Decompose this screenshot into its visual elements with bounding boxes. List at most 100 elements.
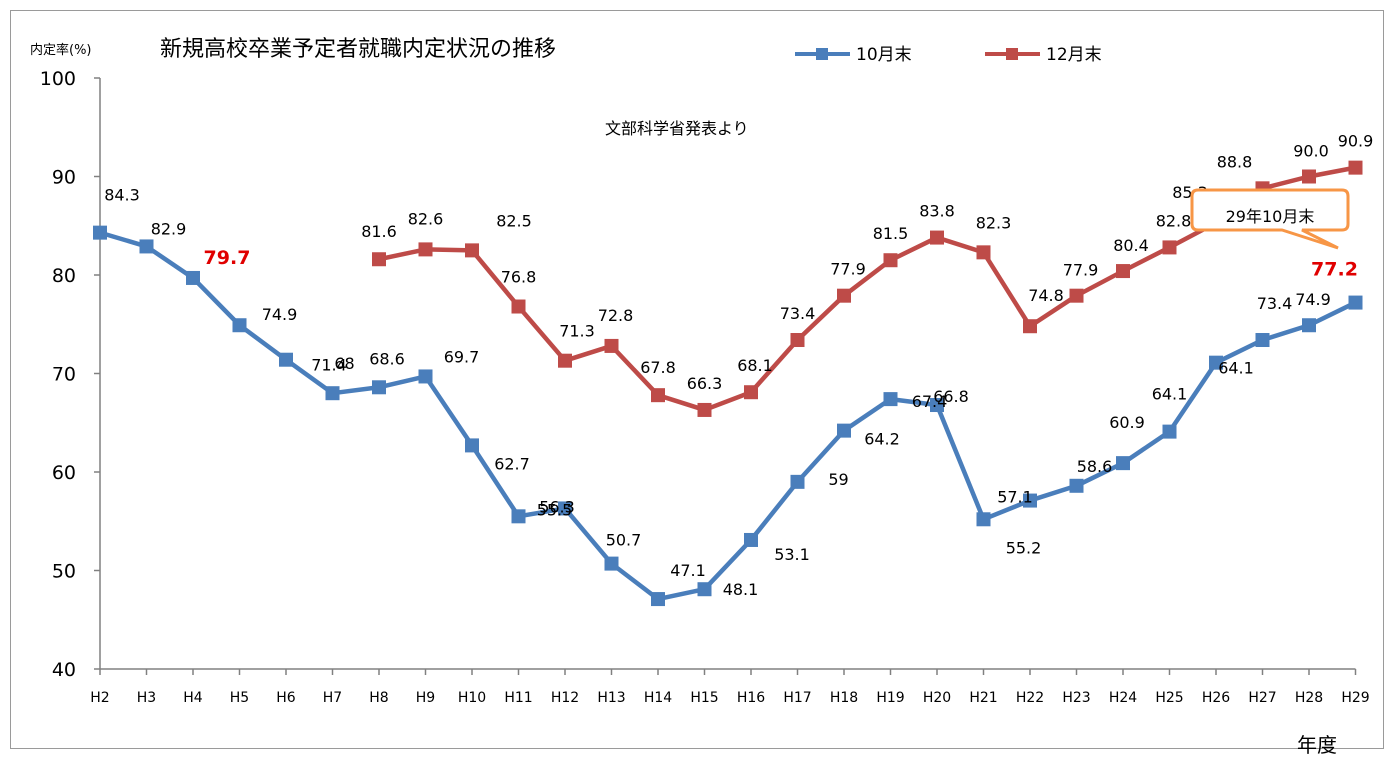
data-label: 74.8	[1028, 286, 1064, 305]
data-point	[139, 239, 154, 254]
data-label: 76.8	[501, 268, 537, 287]
data-point	[279, 352, 293, 367]
x-tick-label: H27	[1248, 690, 1276, 706]
callout-text: 29年10月末	[1226, 207, 1315, 226]
data-label: 60.9	[1109, 413, 1145, 432]
data-point	[1302, 169, 1316, 184]
x-tick-label: H7	[323, 690, 342, 706]
x-tick-label: H13	[597, 690, 625, 706]
data-label: 80.4	[1113, 236, 1149, 255]
data-point	[697, 402, 712, 417]
x-tick-label: H18	[830, 690, 858, 706]
data-point	[418, 369, 433, 384]
data-label: 64.1	[1218, 359, 1254, 378]
data-label: 83.8	[919, 202, 955, 221]
data-label: 67.4	[912, 392, 948, 411]
data-point	[372, 380, 386, 395]
series-line	[99, 230, 1357, 602]
data-label: 71.3	[559, 322, 595, 341]
data-point	[790, 333, 805, 348]
data-point	[1069, 288, 1084, 303]
data-point	[1209, 355, 1223, 370]
x-tick-label: H12	[551, 690, 579, 706]
x-tick-label: H9	[416, 690, 435, 706]
x-tick-label: H6	[276, 690, 296, 706]
chart-frame	[10, 10, 1384, 749]
y-tick-label: 100	[40, 68, 76, 90]
source-note: 文部科学省発表より	[605, 119, 749, 138]
data-label: 77.2	[1311, 259, 1358, 281]
data-point	[418, 242, 433, 257]
legend: 10月末 12月末	[795, 45, 1102, 65]
data-point	[651, 388, 665, 403]
data-label: 48.1	[723, 580, 759, 599]
data-label: 66.8	[933, 387, 969, 406]
data-point	[232, 318, 247, 333]
data-point	[604, 556, 619, 571]
data-point	[651, 592, 665, 607]
x-tick-label: H5	[230, 690, 249, 706]
x-tick-label: H15	[690, 690, 718, 706]
series-10gatsu: 84.3 82.9 79.7 74.9 71.468 68.6 69.7 62.7 55.556…	[93, 186, 1363, 607]
data-label: 90.0	[1293, 142, 1329, 161]
data-label: 47.1	[670, 561, 706, 580]
data-point	[883, 392, 898, 407]
data-label: 68.1	[737, 356, 773, 375]
data-label: 55.5	[537, 500, 573, 519]
data-point	[1302, 318, 1316, 333]
data-label: 71.4	[311, 356, 347, 375]
data-label: 81.6	[361, 222, 397, 241]
x-tick-label: H2	[90, 690, 109, 706]
data-label: 56.3	[539, 497, 575, 516]
data-label: 59	[828, 470, 848, 489]
data-point	[1023, 493, 1037, 508]
y-tick-label: 80	[52, 265, 76, 287]
x-axis-title: 年度	[1297, 733, 1337, 757]
data-point	[744, 532, 758, 547]
data-label: 62.7	[494, 454, 530, 473]
data-label: 55.2	[1006, 538, 1042, 557]
x-tick-label: H16	[737, 690, 765, 706]
data-label: 79.7	[204, 247, 251, 269]
data-point	[697, 582, 712, 597]
data-label: 82.6	[408, 209, 444, 228]
x-tick-label: H26	[1202, 690, 1230, 706]
x-tick-label: H17	[783, 690, 811, 706]
series-line	[378, 165, 1356, 413]
data-label: 73.4	[1257, 294, 1293, 313]
data-point	[837, 288, 851, 303]
data-point	[558, 501, 572, 516]
data-point	[1348, 295, 1363, 310]
data-label: 81.5	[873, 224, 909, 243]
data-point	[1162, 240, 1177, 255]
chart-title: 新規高校卒業予定者就職内定状況の推移	[160, 37, 556, 62]
data-point	[465, 243, 479, 258]
data-label: 72.8	[598, 306, 634, 325]
x-tick-label: H8	[369, 690, 388, 706]
data-point	[930, 230, 944, 245]
x-tick-label: H19	[876, 690, 904, 706]
x-tick-label: H4	[183, 690, 203, 706]
y-axis-title: 内定率(%)	[30, 42, 92, 58]
data-label: 74.9	[1295, 290, 1331, 309]
data-label: 64.1	[1152, 385, 1188, 404]
data-point	[976, 245, 991, 260]
x-tick-label: H24	[1109, 690, 1137, 706]
axes: 40 50 60 70 80 90 100 H2 H3 H4 H5 H6 H7 H8 H9 H10 H11 H12…	[40, 68, 1370, 706]
x-tick-label: H10	[458, 690, 486, 706]
data-point	[976, 512, 991, 527]
data-point	[1162, 424, 1177, 439]
data-label: 77.9	[1063, 261, 1099, 280]
data-point	[511, 509, 526, 524]
data-label: 82.5	[496, 211, 532, 230]
data-label: 66.3	[687, 374, 723, 393]
data-label: 58.6	[1077, 457, 1113, 476]
data-point	[186, 270, 200, 285]
data-label: 68	[334, 354, 354, 373]
data-label: 53.1	[774, 545, 810, 564]
data-label: 68.6	[369, 349, 405, 368]
data-point	[93, 225, 107, 240]
x-tick-label: H11	[504, 690, 532, 706]
callout-box	[1190, 188, 1350, 250]
